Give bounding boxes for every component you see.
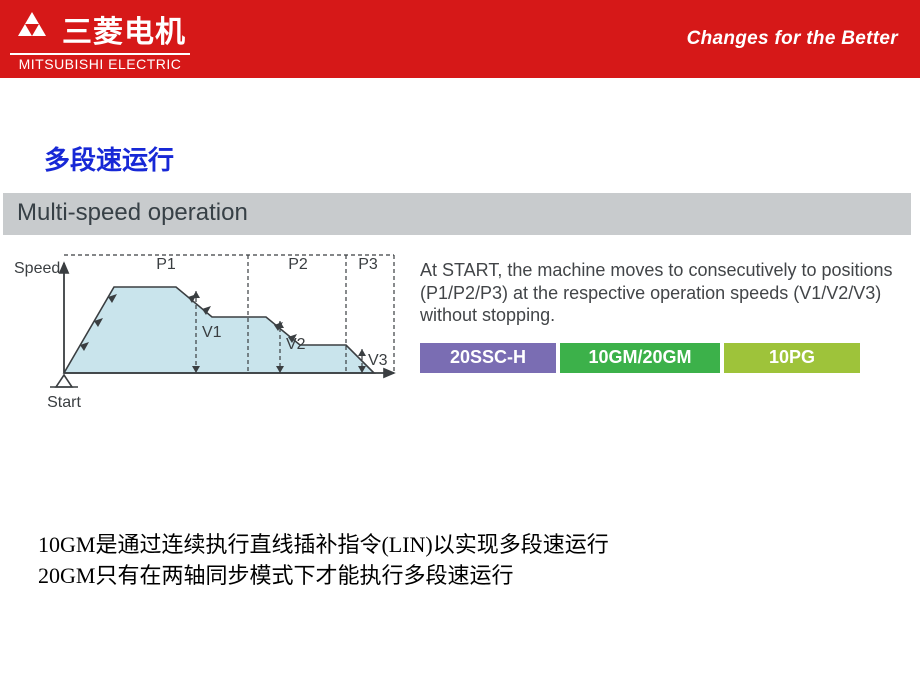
mitsubishi-logo-icon (10, 10, 54, 48)
product-chip-row: 20SSC-H10GM/20GM10PG (420, 343, 912, 373)
svg-text:P3: P3 (358, 256, 378, 273)
svg-text:P1: P1 (156, 256, 176, 273)
svg-text:V3: V3 (368, 352, 388, 369)
brand-name-en: MITSUBISHI ELECTRIC (10, 53, 190, 72)
brand-header: 三菱电机 MITSUBISHI ELECTRIC Changes for the… (0, 0, 920, 78)
product-chip: 20SSC-H (420, 343, 556, 373)
svg-text:V2: V2 (286, 336, 306, 353)
brand-tagline: Changes for the Better (687, 28, 898, 50)
note-line: 20GM只有在两轴同步模式下才能执行多段速运行 (38, 561, 920, 592)
brand-name-cn: 三菱电机 (62, 7, 186, 51)
description-text: At START, the machine moves to consecuti… (420, 259, 912, 327)
svg-text:Speed: Speed (14, 260, 60, 277)
note-line: 10GM是通过连续执行直线插补指令(LIN)以实现多段速运行 (38, 530, 920, 561)
section-title-bar: Multi-speed operation (3, 193, 911, 235)
slide-content: 多段速运行 Multi-speed operation P1 P2 P3 V1 V2 V3… (0, 140, 920, 592)
svg-text:V1: V1 (202, 324, 222, 341)
speed-profile-diagram: P1 P2 P3 V1 V2 V3 Speed Start (6, 245, 400, 420)
title-chinese: 多段速运行 (44, 140, 920, 177)
brand-block: 三菱电机 MITSUBISHI ELECTRIC (10, 7, 190, 72)
notes-block: 10GM是通过连续执行直线插补指令(LIN)以实现多段速运行20GM只有在两轴同… (38, 530, 920, 592)
product-chip: 10GM/20GM (560, 343, 720, 373)
product-chip: 10PG (724, 343, 860, 373)
svg-text:P2: P2 (288, 256, 308, 273)
svg-text:Start: Start (47, 394, 81, 411)
